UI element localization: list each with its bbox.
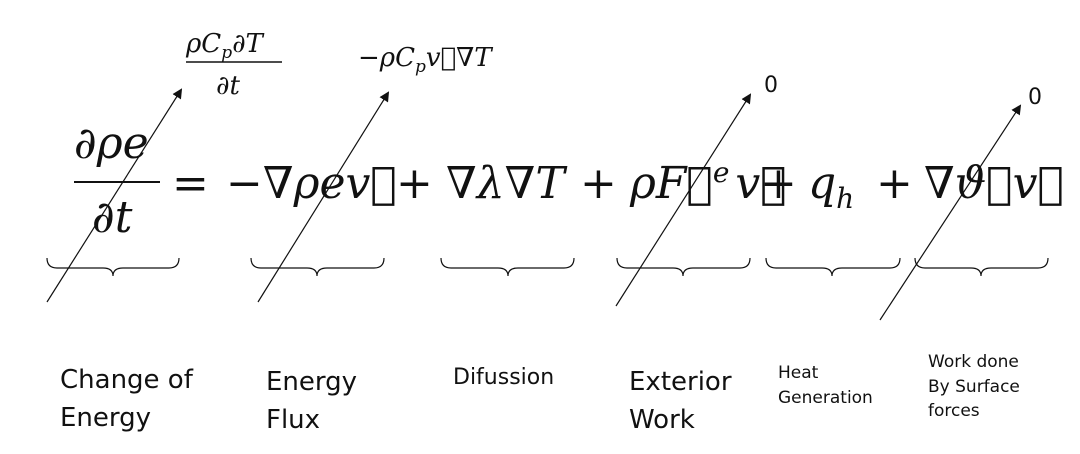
change-numerator-tail: ∂T	[232, 29, 264, 59]
plus-3: +	[760, 158, 797, 209]
term-exterior-work-sup: e	[713, 156, 730, 189]
term-surface: ∇ϑ⃗v⃗	[924, 158, 1064, 209]
svg-text:ρCp∂T: ρCp∂T	[185, 29, 265, 63]
brace-flux	[250, 257, 385, 277]
label-energy-flux: Energy Flux	[266, 364, 357, 439]
flux-replacement: −ρCpv⃗∇T	[358, 43, 493, 77]
brace-heat	[765, 257, 901, 277]
label-surface-line3: forces	[928, 401, 980, 422]
label-flux-line2: Flux	[266, 404, 321, 435]
surface-zero: 0	[1028, 85, 1042, 110]
svg-text:ρF⃗ev⃗: ρF⃗e v⃗	[629, 156, 787, 209]
arrow-change	[46, 88, 183, 303]
label-exterior-work: Exterior Work	[629, 364, 732, 439]
label-change-line2: Energy	[60, 402, 152, 433]
arrow-flux	[257, 91, 390, 303]
label-change-line1: Change of	[60, 365, 193, 395]
label-heat-line2: Generation	[778, 387, 873, 408]
label-surface-line1: Work done	[928, 352, 1019, 372]
underbraces	[46, 257, 1049, 277]
term-exterior-work-v: v⃗	[735, 158, 786, 209]
term-heat: q	[808, 158, 836, 209]
equals-sign: =	[172, 158, 209, 209]
term-diffusion: ∇λ∇T	[446, 158, 568, 209]
flux-tail: v⃗∇T	[426, 43, 493, 73]
term-heat-sub: h	[836, 182, 854, 215]
label-surface-work: Work done By Surface forces	[928, 350, 1020, 424]
strike-arrows	[46, 88, 1022, 321]
label-change-of-energy: Change of Energy	[60, 362, 193, 437]
label-heat-generation: Heat Generation	[778, 361, 873, 410]
change-numerator-sub: p	[221, 43, 232, 63]
svg-text:−ρCpv⃗∇T: −ρCpv⃗∇T	[358, 43, 493, 77]
plus-4: +	[876, 158, 913, 209]
term-flux: −∇ρev⃗	[226, 158, 397, 209]
term-exterior-work: ρF⃗	[629, 158, 713, 209]
brace-surface	[914, 257, 1049, 277]
label-diffusion: Difussion	[453, 362, 554, 394]
change-replacement: ρCp∂T ∂t	[185, 29, 282, 101]
exterior-work-zero: 0	[764, 73, 778, 98]
brace-diffusion	[440, 257, 575, 277]
brace-exterior	[616, 257, 751, 277]
change-numerator: ρC	[185, 29, 221, 59]
brace-change	[46, 257, 180, 277]
flux-head: −ρC	[358, 43, 415, 73]
label-exterior-line2: Work	[629, 404, 695, 435]
label-flux-line1: Energy	[266, 367, 358, 397]
arrow-surface	[879, 104, 1022, 321]
lhs-denominator: ∂t	[92, 192, 133, 243]
plus-2: +	[580, 158, 617, 209]
label-heat-line1: Heat	[778, 363, 819, 383]
arrow-exterior	[615, 93, 752, 307]
label-surface-line2: By Surface	[928, 376, 1020, 397]
lhs-numerator: ∂ρe	[74, 118, 149, 169]
label-diffusion-line1: Difussion	[453, 365, 555, 390]
flux-sub: p	[415, 57, 426, 77]
change-denominator: ∂t	[216, 71, 240, 101]
plus-1: +	[396, 158, 433, 209]
label-exterior-line1: Exterior	[629, 367, 732, 397]
svg-text:qh: qh	[808, 158, 854, 215]
main-equation: ∂ρe ∂t = −∇ρev⃗ + ∇λ∇T + ρF⃗e v⃗ + qh + ∇…	[74, 118, 1064, 243]
